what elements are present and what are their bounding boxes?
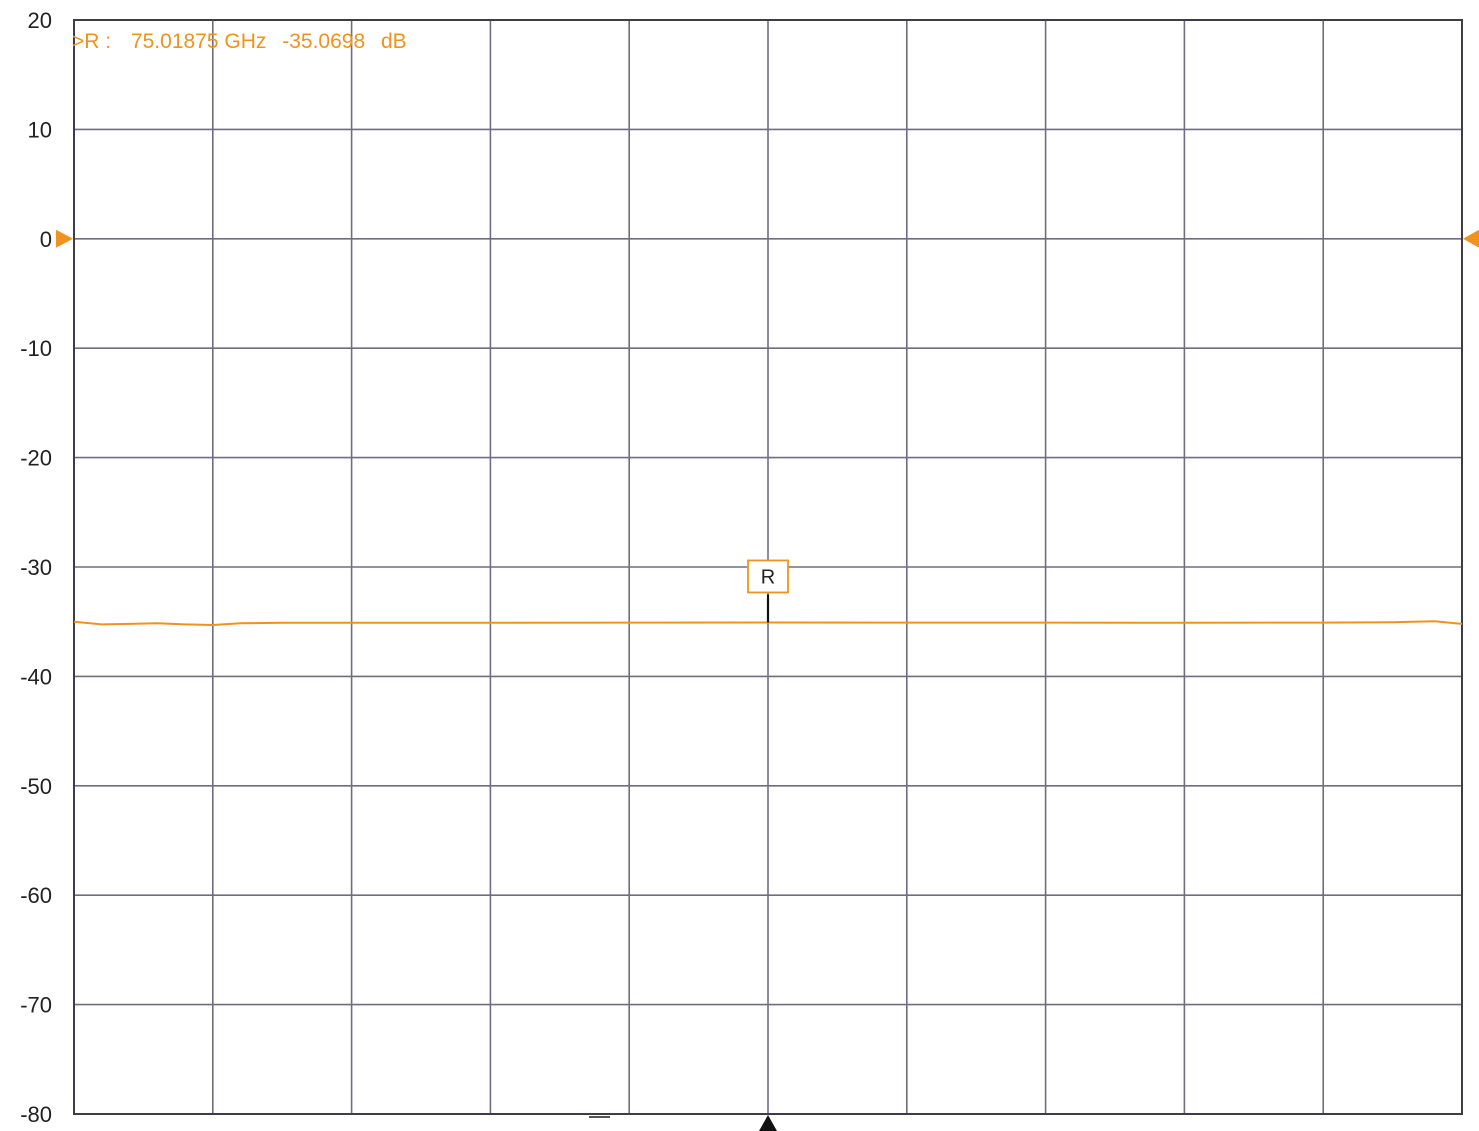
plot-frame — [73, 19, 1463, 1115]
grid — [73, 19, 1463, 1115]
triangle-right-icon[interactable] — [56, 229, 73, 248]
triangle-left-icon[interactable] — [1463, 229, 1479, 248]
marker-readout: >R : 75.01875 GHz -35.0698 dB — [72, 30, 407, 53]
reference-level-left-icon[interactable] — [56, 229, 73, 248]
y-tick-label: -10 — [20, 336, 52, 361]
y-tick-label: -40 — [20, 664, 52, 689]
marker-readout-value: -35.0698 — [282, 30, 365, 53]
y-tick-label: 0 — [40, 227, 52, 252]
y-tick-label: -80 — [20, 1102, 52, 1127]
y-tick-labels: 20 10 0 -10 -20 -30 -40 -50 -60 -70 -80 — [20, 8, 52, 1127]
y-tick-label: -20 — [20, 446, 52, 471]
marker-r[interactable]: R — [747, 559, 789, 623]
marker-readout-prefix: >R : — [72, 30, 111, 53]
triangle-up-icon[interactable] — [759, 1115, 777, 1131]
marker-readout-unit: dB — [381, 30, 407, 53]
trace-series — [73, 620, 1463, 627]
y-tick-label: -70 — [20, 993, 52, 1018]
reference-level-right-icon[interactable] — [1463, 229, 1479, 248]
y-tick-label: 10 — [28, 117, 52, 142]
marker-box[interactable] — [747, 559, 789, 594]
trace-line — [73, 620, 1463, 627]
y-tick-label: -30 — [20, 555, 52, 580]
y-tick-label: -60 — [20, 883, 52, 908]
y-tick-label: -50 — [20, 774, 52, 799]
marker-label: R — [761, 566, 775, 588]
marker-readout-frequency: 75.01875 GHz — [131, 30, 266, 53]
y-tick-label: 20 — [28, 8, 52, 33]
stimulus-marker-icon[interactable] — [589, 1115, 777, 1131]
